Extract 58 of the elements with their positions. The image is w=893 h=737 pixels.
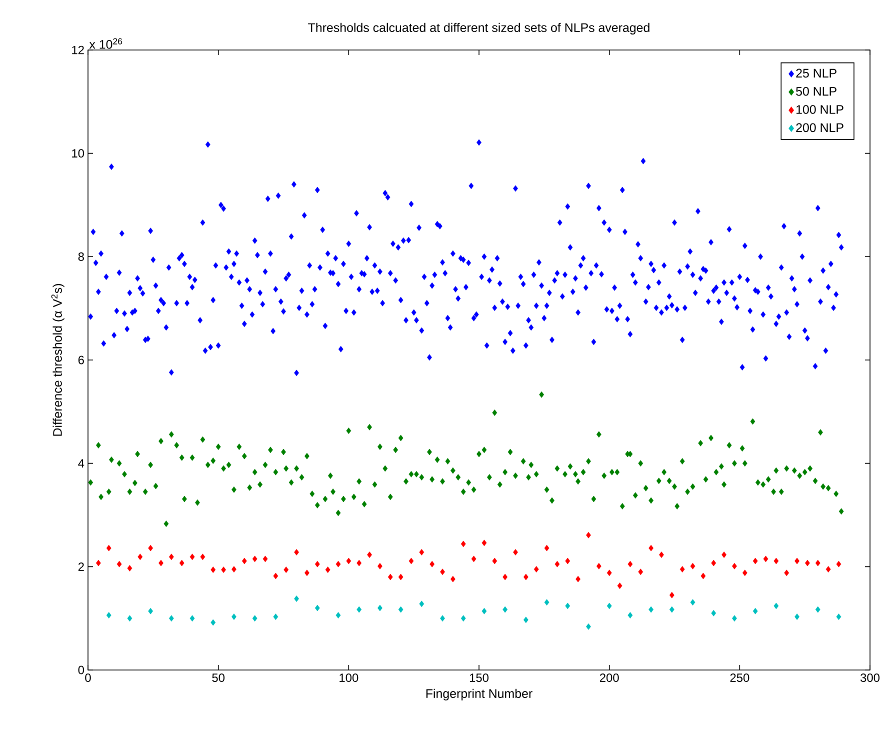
x-tick-label: 50 bbox=[212, 674, 225, 682]
y-tick-label: 10 bbox=[72, 149, 84, 158]
x-tick-label: 300 bbox=[860, 674, 880, 682]
point bbox=[648, 606, 654, 613]
y-tick-label: 2 bbox=[78, 562, 84, 571]
point bbox=[273, 614, 278, 620]
point bbox=[752, 608, 758, 614]
point bbox=[190, 615, 195, 622]
point bbox=[106, 612, 112, 618]
chart-title: Thresholds calcuated at different sized sets of NLPs averaged bbox=[308, 22, 650, 34]
point bbox=[440, 615, 445, 622]
point bbox=[544, 599, 550, 606]
point bbox=[794, 614, 800, 620]
point bbox=[148, 608, 154, 614]
x-tick-label: 250 bbox=[730, 674, 750, 682]
point bbox=[690, 599, 696, 606]
y-axis-title: Difference threshold (α V$^{2}$s) bbox=[51, 284, 64, 436]
point bbox=[232, 614, 236, 620]
point bbox=[210, 619, 216, 626]
point bbox=[732, 615, 737, 622]
text: x 10$^{26}$ bbox=[89, 38, 122, 49]
y-tick-label: 6 bbox=[78, 356, 84, 364]
x-tick-label: 0 bbox=[85, 674, 91, 682]
point bbox=[711, 610, 716, 616]
legend-label: 200 NLP bbox=[796, 123, 844, 132]
point bbox=[482, 608, 487, 614]
point bbox=[502, 606, 508, 613]
point bbox=[378, 604, 382, 612]
point bbox=[252, 615, 258, 622]
point bbox=[774, 602, 779, 610]
point bbox=[606, 602, 612, 610]
point bbox=[669, 606, 674, 613]
x-tick-label: 150 bbox=[470, 674, 489, 682]
x-axis-title: Fingerprint Number bbox=[426, 688, 532, 700]
y-tick-label: 12 bbox=[72, 46, 84, 54]
point bbox=[836, 614, 842, 620]
x-tick-label: 200 bbox=[600, 674, 619, 682]
point bbox=[336, 612, 341, 618]
point bbox=[586, 623, 591, 630]
point bbox=[314, 604, 320, 612]
legend-label: 100 NLP bbox=[796, 105, 844, 114]
legend-label: 50 NLP bbox=[796, 86, 836, 96]
y-tick-label: 4 bbox=[78, 459, 84, 468]
x-tick-label: 100 bbox=[340, 674, 358, 682]
point bbox=[565, 602, 570, 610]
legend-label: 25 NLP bbox=[796, 68, 836, 78]
point bbox=[628, 612, 633, 618]
point bbox=[815, 606, 820, 613]
point bbox=[419, 600, 424, 608]
y-tick-label: 8 bbox=[78, 252, 84, 261]
point bbox=[398, 606, 404, 613]
point bbox=[294, 596, 299, 602]
point bbox=[356, 606, 362, 613]
point bbox=[460, 615, 466, 622]
point bbox=[523, 616, 528, 624]
point bbox=[127, 615, 132, 622]
y-tick-label: 0 bbox=[78, 666, 84, 674]
point bbox=[168, 615, 174, 622]
